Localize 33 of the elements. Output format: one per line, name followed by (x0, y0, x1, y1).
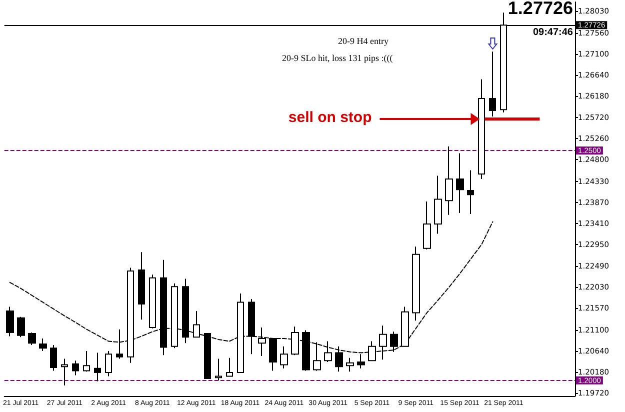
candlestick (412, 246, 420, 322)
candlestick (182, 278, 189, 344)
candlestick (434, 175, 442, 234)
candlestick (39, 338, 47, 352)
candlestick (28, 332, 36, 346)
candlestick (401, 306, 409, 347)
annotation: 20-9 SLo hit, loss 131 pips :((( (282, 53, 393, 63)
candlestick (193, 310, 200, 338)
candlestick (478, 78, 485, 180)
candlestick (467, 170, 474, 214)
candlestick (346, 357, 354, 372)
annotation: 1.27726 (508, 0, 573, 19)
candlestick (280, 346, 288, 369)
candlestick (215, 358, 222, 381)
candlestick (50, 344, 57, 372)
candlestick (105, 350, 112, 377)
candlestick (423, 201, 431, 250)
candlestick (456, 152, 464, 214)
candlestick (489, 51, 496, 117)
annotation: sell on stop (288, 109, 372, 126)
candlestick (138, 252, 145, 320)
annotation: 20-9 H4 entry (338, 36, 388, 46)
text: 09:47:46 (532, 27, 573, 38)
candlestick (17, 316, 25, 338)
candlestick (83, 350, 90, 372)
candlestick (226, 357, 233, 377)
candlestick (6, 306, 14, 337)
candlestick (171, 282, 178, 349)
candlestick (61, 358, 68, 386)
candlestick (72, 360, 79, 376)
candlestick (445, 146, 453, 216)
candlestick (149, 274, 156, 329)
candlestick (94, 352, 101, 382)
